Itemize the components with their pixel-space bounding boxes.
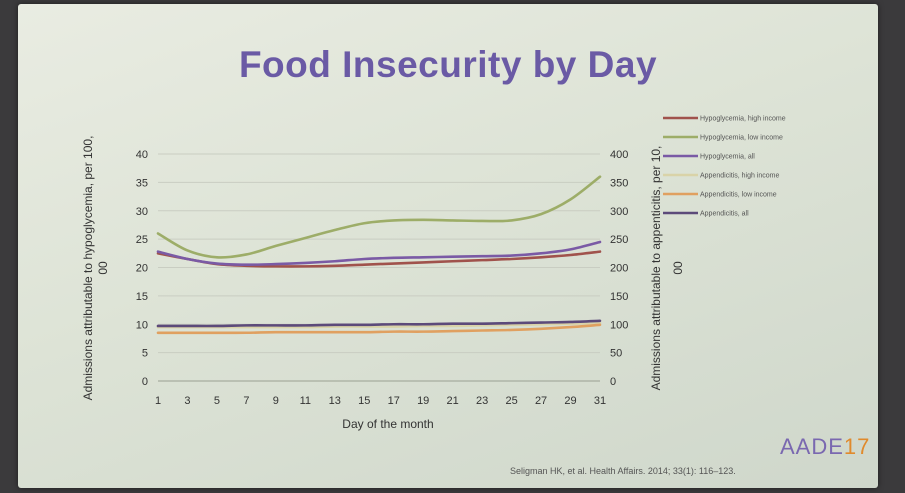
y-right-tick-label: 100 [610,319,628,331]
y-left-tick-label: 5 [142,348,148,360]
legend-entry: Appendicitis, low income [700,192,777,199]
y-right-tick-label: 350 [610,177,628,189]
legend-entry: Hypoglycemia, low income [700,135,783,142]
y-left-tick-label: 40 [136,149,148,161]
series-line [156,319,602,328]
brand-text: AADE [780,434,844,459]
x-tick-label: 1 [155,395,161,407]
x-tick-label: 23 [476,395,488,407]
x-tick-label: 19 [417,395,429,407]
y-left-tick-label: 30 [136,206,148,218]
x-tick-label: 13 [329,395,341,407]
x-tick-label: 21 [447,395,459,407]
x-tick-label: 15 [358,395,370,407]
y-right-axis-label: Admissions attributable to appenticitis,… [649,146,663,391]
series-line [156,175,602,259]
y-right-tick-label: 150 [610,291,628,303]
y-right-tick-label: 400 [610,149,628,161]
y-right-tick-label: 250 [610,234,628,246]
slide-screen: Food Insecurity by Day 0 5 10 15 20 25 30 35 40 … [18,4,878,488]
slide-title: Food Insecurity by Day [238,44,658,85]
x-tick-label: 11 [300,395,311,407]
legend-entry: Appendicitis, all [700,211,749,218]
y-right-tick-label: 300 [610,206,628,218]
y-right-tick-label: 50 [610,348,622,360]
brand-number: 17 [843,434,871,459]
y-left-tick-label: 10 [136,319,148,331]
y-left-tick-label: 0 [142,376,148,388]
y-right-tick-label: 200 [610,263,628,275]
y-right-axis-label-line2: 00 [671,261,685,275]
x-tick-label: 17 [388,395,400,407]
y-left-tick-label: 25 [136,234,148,246]
x-tick-label: 5 [214,395,220,407]
chart-series [156,175,602,335]
legend-entry: Hypoglycemia, all [700,154,755,161]
brand-logo: AADE17 [780,434,870,460]
y-right-ticks: 0 50 100 150 200 250 300 350 400 [610,149,628,388]
chart-legend: Hypoglycemia, high income Hypoglycemia, l… [663,116,786,218]
legend-entry: Appendicitis, high income [700,173,779,180]
y-left-tick-label: 35 [136,177,148,189]
chart-grid [158,153,600,382]
x-tick-label: 7 [243,395,249,407]
y-right-tick-label: 0 [610,376,616,388]
x-axis-label: Day of the month [342,417,433,431]
citation: Seligman HK, et al. Health Affairs. 2014… [510,466,736,476]
x-tick-label: 29 [564,395,576,407]
x-tick-label: 27 [535,395,547,407]
y-left-ticks: 0 5 10 15 20 25 30 35 40 [136,149,148,388]
y-left-tick-label: 15 [136,291,148,303]
y-left-axis-label-line2: 00 [96,261,110,275]
y-left-tick-label: 20 [136,263,148,275]
series-line [156,323,602,335]
series-line [156,240,602,266]
x-tick-label: 3 [184,395,190,407]
x-tick-label: 9 [273,395,279,407]
x-tick-label: 31 [594,395,606,407]
x-tick-label: 25 [505,395,517,407]
series-line [156,321,602,329]
x-ticks: 1 3 5 7 9 11 13 15 17 19 21 23 25 27 29 31 [155,395,606,407]
legend-entry: Hypoglycemia, high income [700,116,786,123]
y-left-axis-label: Admissions attributable to hypoglycemia,… [81,136,95,401]
